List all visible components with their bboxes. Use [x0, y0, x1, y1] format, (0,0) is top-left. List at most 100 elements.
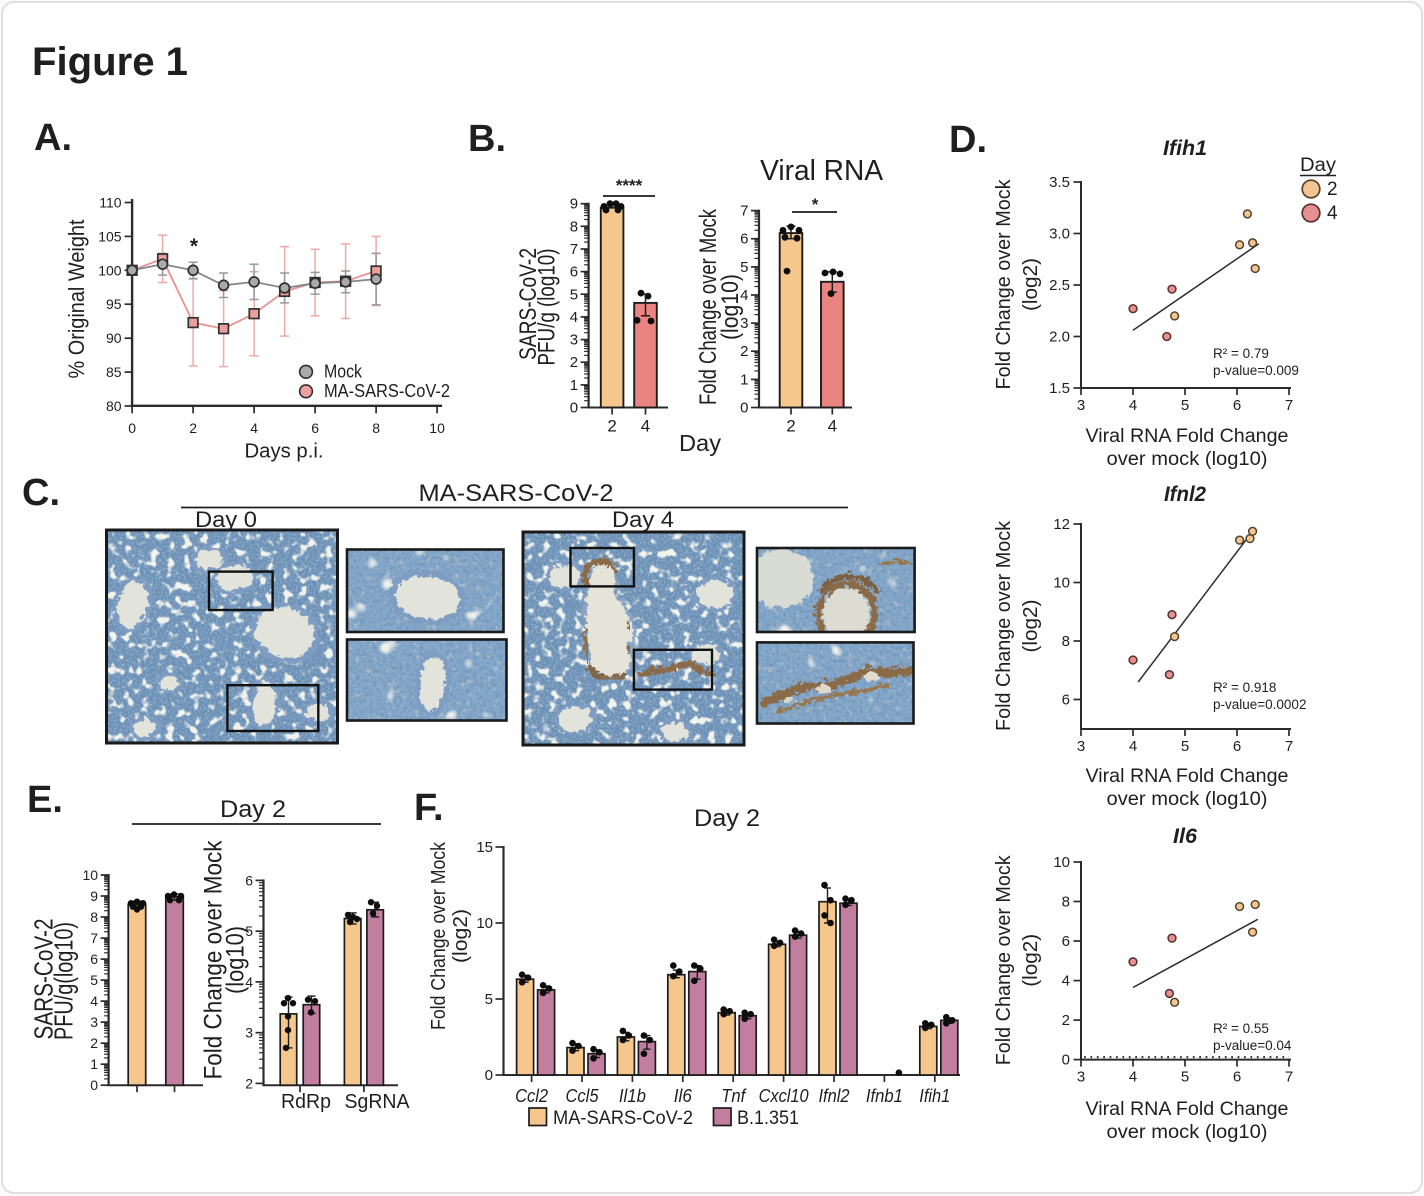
- svg-text:85: 85: [106, 364, 122, 380]
- svg-text:80: 80: [106, 398, 122, 414]
- svg-text:p-value=0.0002: p-value=0.0002: [1213, 697, 1306, 712]
- svg-text:6: 6: [570, 264, 578, 281]
- svg-text:(log10): (log10): [222, 926, 250, 994]
- svg-text:SARS-CoV-2: SARS-CoV-2: [29, 919, 59, 1040]
- svg-text:10: 10: [476, 915, 493, 932]
- svg-text:B.: B.: [468, 118, 506, 160]
- svg-text:3: 3: [1077, 1069, 1085, 1086]
- svg-text:Fold Change over Mock: Fold Change over Mock: [992, 855, 1015, 1066]
- svg-text:*: *: [812, 195, 819, 214]
- svg-text:4: 4: [250, 420, 258, 436]
- svg-text:2.0: 2.0: [1049, 329, 1070, 346]
- svg-text:2: 2: [570, 354, 578, 371]
- svg-text:R² = 0.918: R² = 0.918: [1213, 680, 1276, 695]
- svg-text:1: 1: [90, 1056, 98, 1072]
- svg-text:7: 7: [740, 203, 748, 220]
- svg-text:2: 2: [189, 420, 197, 436]
- svg-text:Day: Day: [1300, 155, 1337, 176]
- svg-text:MA-SARS-CoV-2: MA-SARS-CoV-2: [324, 381, 450, 401]
- svg-text:R² = 0.55: R² = 0.55: [1213, 1021, 1269, 1036]
- svg-text:5: 5: [570, 286, 578, 303]
- svg-text:8: 8: [1062, 894, 1070, 911]
- svg-text:6: 6: [1233, 397, 1241, 414]
- svg-text:4: 4: [245, 974, 253, 990]
- svg-text:5: 5: [1181, 738, 1189, 755]
- svg-text:8: 8: [1062, 633, 1070, 650]
- svg-text:2: 2: [607, 417, 616, 436]
- svg-text:6: 6: [1233, 1069, 1241, 1086]
- svg-text:5: 5: [485, 991, 493, 1008]
- svg-text:4: 4: [828, 417, 837, 436]
- svg-text:(log2): (log2): [1019, 258, 1042, 311]
- svg-text:8: 8: [570, 218, 578, 235]
- svg-text:0: 0: [90, 1077, 98, 1093]
- svg-text:10: 10: [429, 420, 445, 436]
- svg-text:4: 4: [90, 993, 98, 1009]
- svg-text:3: 3: [90, 1014, 98, 1030]
- svg-text:4: 4: [1129, 738, 1137, 755]
- svg-text:10: 10: [1053, 575, 1070, 592]
- svg-text:Mock: Mock: [324, 362, 363, 382]
- svg-text:6: 6: [1062, 692, 1070, 709]
- svg-text:10: 10: [1053, 854, 1070, 871]
- svg-text:0: 0: [128, 420, 136, 436]
- svg-text:3: 3: [570, 332, 578, 349]
- svg-text:Ifnb1: Ifnb1: [866, 1086, 903, 1106]
- svg-text:(log2): (log2): [1019, 934, 1042, 987]
- svg-text:1: 1: [740, 371, 748, 388]
- svg-text:MA-SARS-CoV-2: MA-SARS-CoV-2: [419, 480, 614, 507]
- svg-text:6: 6: [1233, 738, 1241, 755]
- svg-text:9: 9: [90, 888, 98, 904]
- svg-text:Il6: Il6: [674, 1086, 693, 1106]
- svg-text:6: 6: [740, 231, 748, 248]
- svg-text:105: 105: [98, 228, 122, 244]
- svg-text:1: 1: [570, 377, 578, 394]
- svg-text:6: 6: [1062, 933, 1070, 950]
- svg-text:SgRNA: SgRNA: [345, 1091, 411, 1113]
- svg-text:Ccl5: Ccl5: [566, 1086, 600, 1106]
- svg-text:2: 2: [1062, 1012, 1070, 1029]
- svg-text:2.5: 2.5: [1049, 277, 1070, 294]
- svg-text:over mock (log10): over mock (log10): [1107, 449, 1268, 470]
- svg-text:5: 5: [1181, 397, 1189, 414]
- svg-text:7: 7: [90, 930, 98, 946]
- svg-text:95: 95: [106, 296, 122, 312]
- svg-text:over mock (log10): over mock (log10): [1107, 789, 1268, 810]
- svg-text:4: 4: [570, 309, 578, 326]
- svg-text:Ccl2: Ccl2: [515, 1086, 548, 1106]
- svg-text:2: 2: [740, 343, 748, 360]
- svg-text:3: 3: [1077, 397, 1085, 414]
- svg-text:RdRp: RdRp: [281, 1091, 331, 1113]
- svg-text:% Original Weight: % Original Weight: [64, 220, 89, 379]
- svg-text:15: 15: [476, 839, 493, 856]
- svg-text:4: 4: [1129, 1069, 1137, 1086]
- svg-text:4: 4: [641, 417, 650, 436]
- svg-text:100: 100: [98, 262, 122, 278]
- svg-text:90: 90: [106, 330, 122, 346]
- svg-text:6: 6: [90, 951, 98, 967]
- svg-text:10: 10: [83, 867, 99, 883]
- svg-text:0: 0: [485, 1067, 493, 1084]
- svg-text:Day: Day: [679, 430, 722, 456]
- svg-text:7: 7: [1285, 397, 1293, 414]
- svg-text:8: 8: [90, 909, 98, 925]
- svg-text:Il6: Il6: [1173, 825, 1197, 848]
- svg-text:3: 3: [740, 315, 748, 332]
- svg-text:Day 2: Day 2: [220, 796, 286, 823]
- svg-text:Days p.i.: Days p.i.: [245, 441, 324, 463]
- svg-text:D.: D.: [949, 119, 987, 161]
- svg-text:Ifih1: Ifih1: [919, 1086, 950, 1106]
- svg-text:12: 12: [1053, 516, 1070, 533]
- svg-text:F.: F.: [414, 787, 444, 829]
- svg-text:0: 0: [740, 400, 748, 417]
- svg-text:E.: E.: [27, 779, 63, 821]
- svg-text:B.1.351: B.1.351: [737, 1108, 799, 1129]
- svg-text:Day 0: Day 0: [195, 507, 257, 532]
- svg-text:(log2): (log2): [450, 909, 472, 963]
- svg-text:*: *: [190, 235, 199, 258]
- svg-text:Viral RNA Fold Change: Viral RNA Fold Change: [1086, 1099, 1289, 1120]
- svg-text:Fold Change over Mock: Fold Change over Mock: [695, 208, 722, 405]
- svg-text:over mock (log10): over mock (log10): [1107, 1122, 1268, 1143]
- svg-text:4: 4: [740, 287, 748, 304]
- svg-text:7: 7: [1285, 738, 1293, 755]
